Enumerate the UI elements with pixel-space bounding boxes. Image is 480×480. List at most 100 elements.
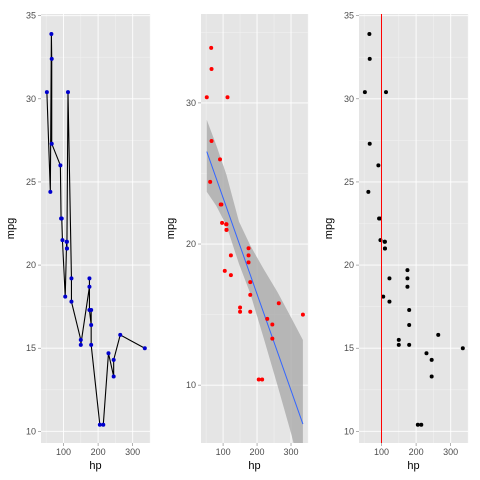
y-tick-label: 35 bbox=[344, 11, 354, 21]
y-axis-title: mpg bbox=[165, 218, 177, 239]
data-point bbox=[225, 95, 230, 100]
data-point bbox=[407, 342, 412, 347]
data-point bbox=[248, 309, 253, 314]
y-tick-label: 20 bbox=[26, 260, 36, 270]
y-axis-title: mpg bbox=[323, 218, 335, 239]
y-axis-title: mpg bbox=[5, 218, 17, 239]
data-point bbox=[238, 309, 243, 314]
y-tick-label: 30 bbox=[186, 98, 196, 108]
data-point bbox=[58, 163, 63, 168]
data-point bbox=[111, 357, 116, 362]
y-tick-label: 15 bbox=[344, 343, 354, 353]
data-point bbox=[142, 346, 147, 351]
data-point bbox=[248, 292, 253, 297]
x-tick-label: 200 bbox=[91, 447, 106, 457]
data-point bbox=[89, 342, 94, 347]
y-tick-label: 10 bbox=[26, 426, 36, 436]
x-tick-label: 300 bbox=[284, 447, 299, 457]
x-axis-title: hp bbox=[248, 460, 260, 472]
plot-area bbox=[204, 45, 305, 443]
data-point bbox=[246, 246, 251, 251]
data-point bbox=[270, 322, 275, 327]
data-point bbox=[419, 422, 424, 427]
data-point bbox=[89, 307, 94, 312]
plot-area bbox=[44, 31, 147, 427]
data-point bbox=[238, 305, 243, 310]
x-tick-label: 100 bbox=[374, 447, 389, 457]
data-point bbox=[246, 260, 251, 265]
y-tick-label: 20 bbox=[344, 260, 354, 270]
data-point bbox=[65, 90, 70, 95]
data-point bbox=[219, 202, 224, 207]
data-point bbox=[220, 220, 225, 225]
data-point bbox=[97, 422, 102, 427]
data-point bbox=[60, 238, 65, 243]
x-tick-label: 100 bbox=[56, 447, 71, 457]
confidence-band bbox=[206, 119, 303, 443]
data-point bbox=[382, 246, 387, 251]
data-point bbox=[366, 189, 371, 194]
data-point bbox=[382, 239, 387, 244]
data-point bbox=[209, 67, 214, 72]
data-point bbox=[429, 357, 434, 362]
x-tick-label: 200 bbox=[250, 447, 265, 457]
data-point bbox=[69, 299, 74, 304]
data-point bbox=[429, 374, 434, 379]
x-axis-title: hp bbox=[89, 460, 101, 472]
data-point bbox=[367, 56, 372, 61]
panel-background bbox=[359, 14, 468, 443]
data-point bbox=[63, 294, 68, 299]
data-point bbox=[460, 346, 465, 351]
x-tick-label: 100 bbox=[216, 447, 231, 457]
y-tick-label: 15 bbox=[26, 343, 36, 353]
data-point bbox=[49, 141, 54, 146]
y-tick-label: 25 bbox=[26, 177, 36, 187]
data-point bbox=[64, 239, 69, 244]
data-point bbox=[405, 284, 410, 289]
data-point bbox=[64, 246, 69, 251]
panel-1-line-chart: 100 200 300 10 15 20 25 30 35 hp mpg bbox=[5, 11, 151, 472]
data-point bbox=[276, 301, 281, 306]
y-tick-label: 35 bbox=[26, 11, 36, 21]
data-point bbox=[101, 422, 106, 427]
data-point bbox=[367, 31, 372, 36]
data-point bbox=[78, 337, 83, 342]
y-tick-label: 30 bbox=[26, 94, 36, 104]
data-point bbox=[209, 45, 214, 50]
y-tick-label: 25 bbox=[344, 177, 354, 187]
data-point bbox=[367, 141, 372, 146]
x-tick-label: 300 bbox=[443, 447, 458, 457]
data-point bbox=[228, 273, 233, 278]
data-point bbox=[222, 268, 227, 273]
data-point bbox=[424, 351, 429, 356]
data-point bbox=[118, 332, 123, 337]
data-point bbox=[228, 253, 233, 258]
data-point bbox=[49, 31, 54, 36]
x-tick-label: 300 bbox=[125, 447, 140, 457]
data-point bbox=[78, 342, 83, 347]
data-point bbox=[218, 157, 223, 162]
panel-background bbox=[41, 14, 150, 443]
panel-3-vline-chart: 100 200 300 10 15 20 25 30 35 hp mpg bbox=[323, 11, 469, 472]
data-point bbox=[87, 276, 92, 281]
data-point bbox=[383, 90, 388, 95]
data-point bbox=[362, 90, 367, 95]
data-point bbox=[270, 336, 275, 341]
data-point bbox=[204, 95, 209, 100]
data-point bbox=[208, 179, 213, 184]
data-point bbox=[376, 163, 381, 168]
regression-line bbox=[206, 151, 304, 425]
data-point bbox=[396, 342, 401, 347]
data-point bbox=[69, 276, 74, 281]
y-tick-label: 10 bbox=[186, 380, 196, 390]
y-tick-label: 10 bbox=[344, 426, 354, 436]
data-point bbox=[405, 268, 410, 273]
data-point bbox=[48, 189, 53, 194]
plot-area bbox=[362, 14, 465, 443]
x-axis-title: hp bbox=[407, 460, 419, 472]
data-point bbox=[300, 312, 305, 317]
data-point bbox=[59, 216, 64, 221]
data-point bbox=[387, 276, 392, 281]
data-point bbox=[396, 337, 401, 342]
